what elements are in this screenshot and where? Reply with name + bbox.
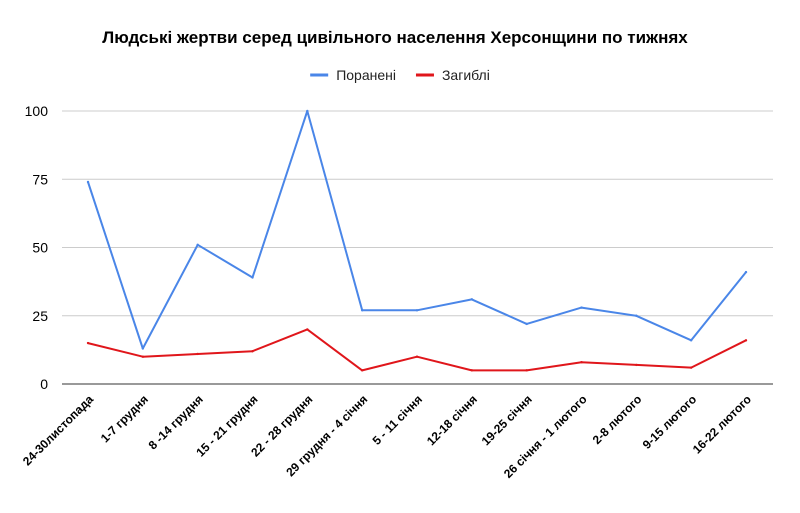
x-tick-label: 5 - 11 січня [370, 392, 426, 448]
data-point [580, 360, 583, 364]
x-tick-label: 24-30листопада [20, 392, 96, 468]
data-point [141, 347, 145, 350]
x-tick-label: 8 -14 грудня [146, 392, 206, 452]
data-point [635, 363, 638, 367]
x-tick-label: 9-15 лютого [640, 392, 700, 452]
series-line-2 [87, 328, 747, 372]
y-tick-label: 25 [32, 308, 48, 324]
data-point [580, 306, 583, 309]
data-point [196, 243, 199, 246]
y-tick-label: 0 [40, 376, 48, 392]
x-tick-label: 19-25 січня [479, 392, 535, 448]
legend-label: Поранені [336, 67, 396, 83]
y-axis: 0 25 50 75 100 [25, 103, 49, 392]
data-point [415, 355, 419, 358]
chart-title: Людські жертви серед цивільного населенн… [102, 28, 688, 47]
data-point [196, 352, 199, 356]
data-point [689, 366, 693, 369]
x-tick-label: 2-8 лютого [590, 392, 645, 447]
y-tick-label: 50 [32, 240, 48, 256]
data-point [525, 369, 528, 372]
x-tick-label: 12-18 січня [424, 392, 480, 448]
data-point [744, 270, 748, 274]
series-lines [86, 109, 748, 372]
data-point [525, 322, 528, 326]
data-point [86, 180, 90, 184]
data-point [635, 314, 638, 317]
data-point [689, 339, 693, 342]
data-point [360, 309, 364, 312]
x-tick-label: 1-7 грудня [98, 392, 151, 445]
data-point [470, 369, 474, 372]
data-point [744, 339, 748, 342]
data-point [251, 276, 254, 279]
data-point [360, 369, 364, 372]
data-point [141, 355, 145, 358]
data-point [86, 341, 90, 345]
data-point [415, 309, 419, 312]
y-tick-label: 100 [25, 103, 49, 119]
data-point [470, 298, 474, 301]
legend: Поранені Загиблі [310, 67, 490, 83]
data-point [251, 350, 254, 353]
x-tick-label: 16-22 лютого [690, 392, 754, 456]
series-line-1 [87, 110, 747, 350]
gridlines [62, 110, 773, 385]
data-point [306, 328, 309, 331]
legend-label: Загиблі [442, 67, 490, 83]
y-tick-label: 75 [32, 171, 48, 187]
data-point [306, 109, 309, 113]
